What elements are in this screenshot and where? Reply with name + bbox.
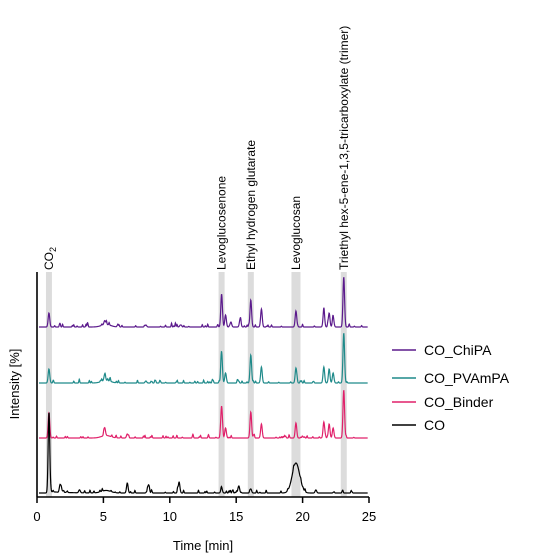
annotation-band-0 [45, 272, 52, 497]
annotation-band-2 [247, 272, 254, 497]
annotation-label-0: CO2 [42, 247, 58, 270]
legend-label: CO_Binder [424, 394, 494, 410]
x-tick-label-3: 15 [229, 509, 243, 524]
annotation-label-2: Ethyl hydrogen glutarate [244, 140, 258, 270]
x-axis-label: Time [min] [173, 538, 233, 553]
peak-annotations: CO2 Levoglucosenone Ethyl hydrogen glutara… [42, 26, 351, 270]
axes [36, 272, 369, 498]
annotation-band-4 [340, 272, 347, 497]
x-tick-label-0: 0 [33, 509, 40, 524]
trace-co-binder [38, 390, 368, 439]
chromatogram-traces [38, 277, 368, 494]
y-axis-label: Intensity [%] [7, 349, 22, 420]
legend-item-co-binder: CO_Binder [392, 394, 494, 410]
legend-item-co: CO [392, 417, 445, 433]
x-axis-ticks: 0 5 10 15 20 25 [33, 497, 376, 524]
peak-highlight-bands [45, 272, 347, 497]
x-tick-label-1: 5 [100, 509, 107, 524]
annotation-label-4: Triethyl hex-5-ene-1,3,5-tricarboxylate … [337, 26, 351, 270]
legend-item-co-chipa: CO_ChiPA [392, 342, 492, 358]
trace-co-chipa [38, 277, 368, 328]
legend: CO_ChiPA CO_PVAmPA CO_Binder CO [392, 342, 510, 433]
x-tick-label-2: 10 [163, 509, 177, 524]
legend-label: CO [424, 417, 445, 433]
legend-label: CO_PVAmPA [424, 370, 510, 386]
x-tick-label-4: 20 [295, 509, 309, 524]
annotation-band-3 [291, 272, 301, 497]
trace-co-pvampa [38, 333, 368, 384]
trace-co [38, 412, 368, 494]
legend-item-co-pvampa: CO_PVAmPA [392, 370, 510, 386]
annotation-label-3: Levoglucosan [289, 196, 303, 270]
legend-label: CO_ChiPA [424, 342, 492, 358]
annotation-band-1 [218, 272, 225, 497]
x-tick-label-5: 25 [362, 509, 376, 524]
annotation-label-1: Levoglucosenone [215, 176, 229, 270]
